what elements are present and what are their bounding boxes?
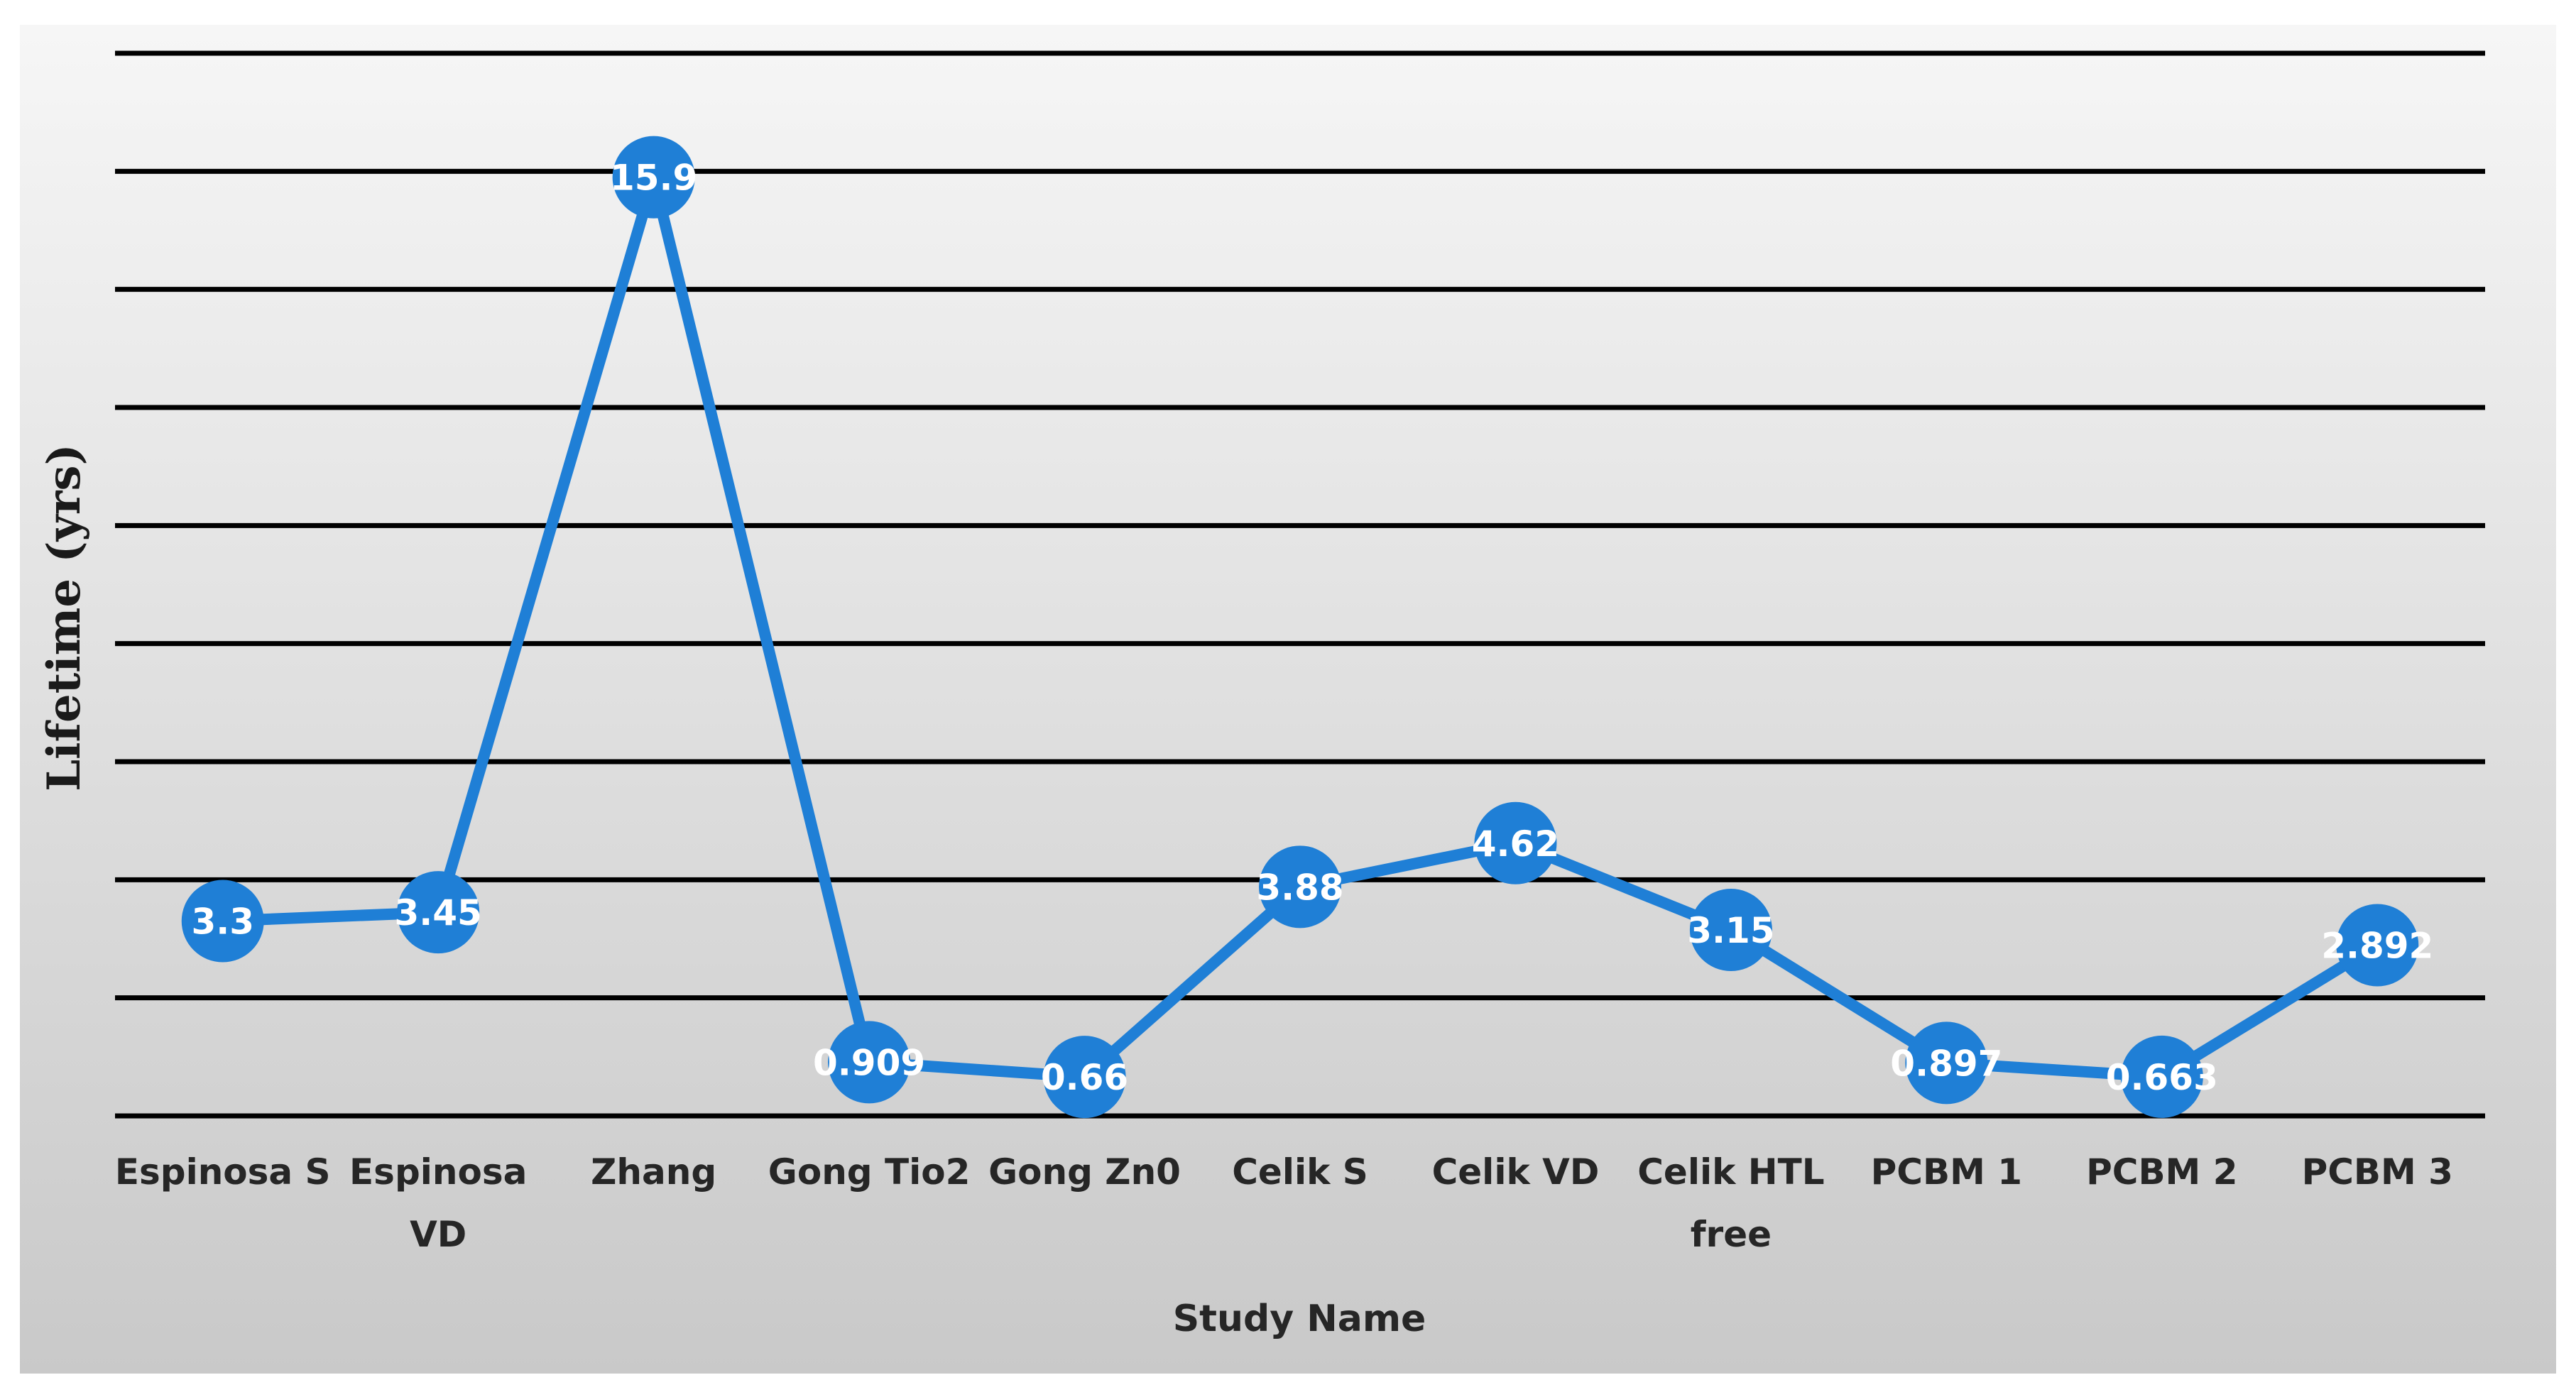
data-label: 3.3	[191, 902, 254, 943]
x-tick-label: Celik S	[1232, 1151, 1368, 1193]
data-point	[1043, 1036, 1126, 1119]
y-axis-title: Lifetime (yrs)	[38, 444, 91, 791]
data-point	[2336, 904, 2419, 987]
data-label: 3.88	[1256, 867, 1343, 908]
data-label: 2.892	[2321, 925, 2433, 966]
data-point	[1474, 801, 1557, 884]
data-point	[1259, 845, 1341, 928]
data-label: 0.909	[813, 1042, 925, 1083]
data-point	[1905, 1021, 1988, 1105]
data-point	[181, 880, 264, 963]
data-label: 0.66	[1041, 1057, 1128, 1098]
x-tick-label: PCBM 1	[1871, 1151, 2022, 1193]
data-point	[397, 871, 480, 954]
x-axis-title: Study Name	[1173, 1298, 1426, 1340]
x-tick-label: Celik VD	[1432, 1151, 1600, 1193]
x-tick-label: Gong Zn0	[988, 1151, 1181, 1193]
x-tick-label: Espinosa	[349, 1151, 527, 1193]
x-tick-label: Espinosa S	[115, 1151, 331, 1193]
x-tick-label: Gong Tio2	[768, 1151, 971, 1193]
x-axis-tick-labels: Espinosa S Espinosa VD Zhang Gong Tio2 Gong Z…	[115, 1151, 2453, 1255]
x-tick-label: free	[1691, 1214, 1772, 1255]
x-tick-label: Celik HTL	[1637, 1151, 1824, 1193]
chart-background	[20, 25, 2556, 1374]
x-tick-label: PCBM 3	[2302, 1151, 2453, 1193]
data-point	[1689, 889, 1772, 972]
data-label: 3.15	[1687, 910, 1774, 951]
data-label: 0.663	[2106, 1057, 2218, 1098]
x-tick-label: PCBM 2	[2086, 1151, 2237, 1193]
data-point	[2120, 1035, 2203, 1118]
x-tick-label: VD	[410, 1214, 466, 1255]
data-label: 15.9	[610, 158, 697, 199]
data-points: 3.3 3.45 15.9 0.909 0.66 3.88 4.62 3.15 0.897 0.6…	[181, 136, 2433, 1119]
data-point	[612, 136, 695, 219]
data-label: 3.45	[394, 892, 481, 933]
data-point	[828, 1021, 911, 1104]
data-label: 0.897	[1890, 1043, 2002, 1084]
x-tick-label: Zhang	[591, 1151, 716, 1193]
data-label: 4.62	[1472, 823, 1559, 865]
